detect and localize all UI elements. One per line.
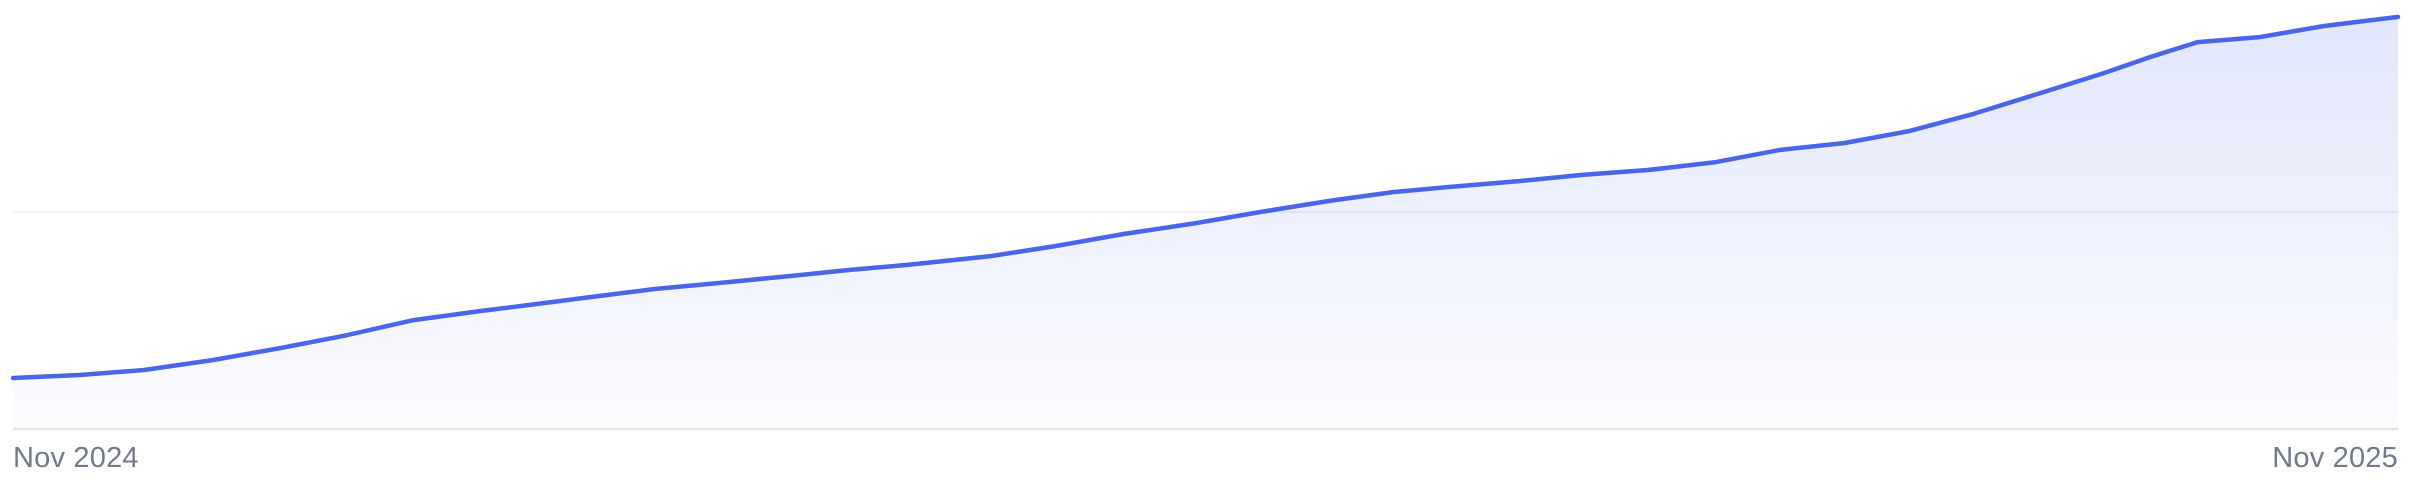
trend-line: [10, 14, 2401, 381]
